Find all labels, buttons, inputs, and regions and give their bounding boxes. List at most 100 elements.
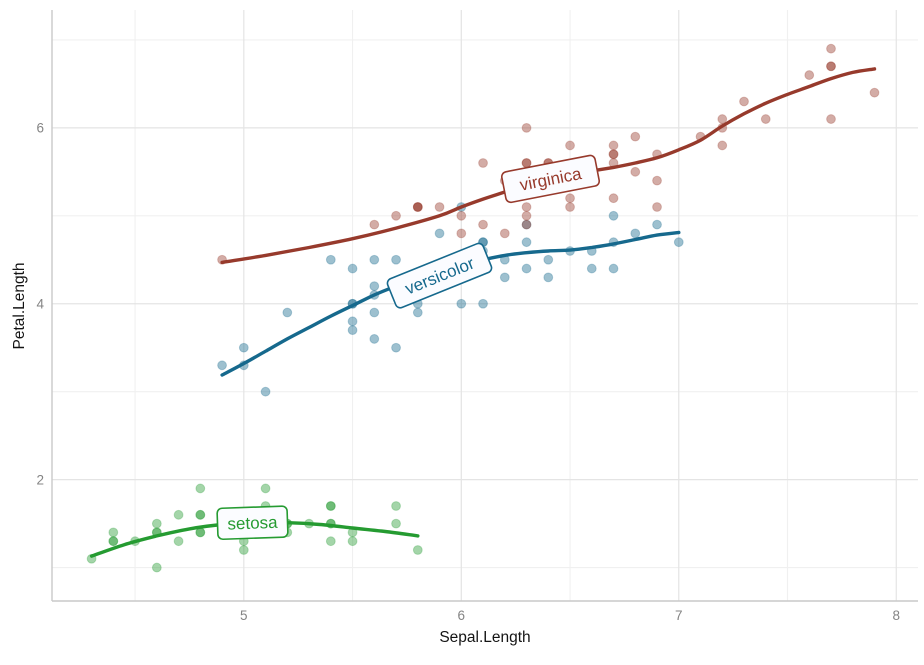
data-point [238,342,249,353]
data-point [565,193,575,204]
data-point [108,527,119,538]
curve-label-setosa: setosa [216,505,289,541]
data-point [630,131,641,142]
data-point [499,228,510,239]
data-point [717,140,728,151]
data-point [543,272,554,283]
y-tick-label: 6 [36,121,44,136]
data-point [652,175,662,186]
data-point [499,272,510,283]
smooth-curves-layer [89,67,877,558]
x-tick-label: 8 [892,608,900,623]
data-points-layer [86,43,880,573]
data-point [869,87,880,98]
data-point [543,254,554,265]
data-point [391,210,401,221]
data-point [434,228,445,239]
smooth-curve-virginica [220,67,877,265]
major-gridlines [52,10,918,601]
data-point [521,237,532,248]
data-point [456,298,467,309]
data-point [826,43,836,54]
data-point [652,202,662,212]
x-tick-label: 5 [240,608,248,623]
data-point [412,202,423,212]
x-axis-title: Sepal.Length [439,629,530,646]
data-point [608,140,619,151]
data-point [760,114,771,124]
data-point [391,342,401,353]
data-point [826,61,836,72]
y-tick-label: 4 [36,297,44,312]
data-point [325,254,336,265]
data-point [434,202,445,212]
curve-label-box [500,154,601,204]
data-point [108,536,119,547]
data-point [173,536,184,547]
series-points-virginica [217,43,880,265]
y-tick-label: 2 [36,472,44,487]
data-point [478,298,488,309]
data-point [608,149,619,160]
curve-label-virginica: virginica [500,154,601,204]
data-point [347,263,358,274]
data-point [282,307,293,318]
data-point [521,263,532,274]
data-point [521,158,532,168]
data-point [347,316,358,327]
x-tick-label: 7 [675,608,683,623]
data-point [739,96,749,107]
data-point [456,228,467,239]
data-point [412,202,423,212]
data-point [391,518,401,529]
data-point [652,219,662,230]
data-point [369,254,380,265]
data-point [565,140,575,151]
data-point [369,219,380,230]
data-point [195,509,206,520]
data-point [325,536,336,547]
data-point [260,386,271,397]
data-point [565,202,575,212]
data-point [826,61,836,72]
data-point [217,360,227,371]
curve-label-text: setosa [227,513,278,534]
data-point [521,219,532,230]
data-point [347,536,358,547]
curve-label-versicolor: versicolor [386,242,493,309]
data-point [412,202,423,212]
data-point [804,70,815,80]
curve-label-box [216,505,289,541]
x-tick-label: 6 [458,608,466,623]
data-point [521,219,532,230]
data-point [521,202,532,212]
data-point [238,545,249,555]
y-axis-title: Petal.Length [11,262,28,349]
data-point [369,281,380,292]
data-point [717,114,728,124]
data-point [369,307,380,318]
data-point [608,193,619,204]
data-point [608,263,619,274]
data-point [173,509,184,520]
curve-label-box [386,242,493,309]
data-point [521,210,532,221]
data-point [521,122,532,133]
data-point [608,149,619,160]
data-point [586,263,597,274]
data-point [478,158,488,168]
data-point [151,518,162,529]
data-point [826,114,836,124]
axis-lines [51,10,918,602]
tick-labels-layer: 5 6 7 8 2 4 6 [36,121,900,623]
data-point [391,501,401,511]
data-point [108,536,119,547]
minor-gridlines [52,10,918,601]
data-point [456,210,467,221]
data-point [391,254,401,265]
data-point [151,562,162,573]
data-point [412,545,423,555]
data-point [630,166,641,177]
data-point [630,228,641,239]
